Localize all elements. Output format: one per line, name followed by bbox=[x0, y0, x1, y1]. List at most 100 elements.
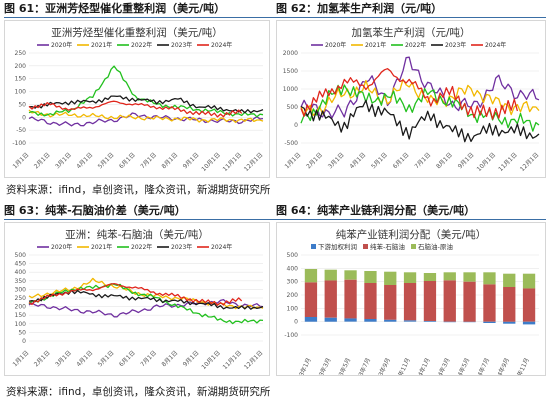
y-tick-label: 200 bbox=[287, 292, 299, 299]
bar-纯苯-石脑油 bbox=[503, 287, 516, 322]
bar-下游加权利润 bbox=[364, 319, 377, 322]
bar-下游加权利润 bbox=[483, 321, 496, 323]
y-tick-label: 200 bbox=[15, 63, 27, 70]
x-tick-label: 2023年9月 bbox=[372, 356, 392, 375]
x-tick-label: 12月1日 bbox=[243, 349, 265, 371]
figure-62-title: 图 62：加氢苯生产利润（元/吨） bbox=[276, 2, 443, 15]
series-line-2022年 bbox=[300, 84, 540, 132]
chart-panel-benzene-naphtha-spread: 亚洲：纯苯-石脑油（美元/吨） 2020年 2021年 2022年 2023年 2024年… bbox=[4, 222, 270, 376]
series-line-2021年 bbox=[28, 109, 264, 124]
x-tick-label: 1月1日 bbox=[12, 349, 31, 368]
y-tick-label: 500 bbox=[15, 252, 27, 259]
series-line-2023年 bbox=[28, 95, 264, 114]
bar-石脑油-原油 bbox=[384, 271, 397, 285]
legend-label: 2023年 bbox=[445, 41, 466, 49]
series-line-2022年 bbox=[28, 283, 264, 325]
y-tick-label: 100 bbox=[15, 321, 27, 328]
x-tick-label: 2023年1月 bbox=[292, 356, 312, 375]
y-tick-label: 200 bbox=[15, 304, 27, 311]
legend-label: 2023年 bbox=[171, 41, 192, 49]
bar-石脑油-原油 bbox=[344, 270, 357, 280]
x-tick-label: 2024年1月 bbox=[411, 356, 431, 375]
legend-label: 2021年 bbox=[91, 243, 112, 251]
bar-下游加权利润 bbox=[423, 321, 437, 322]
source-note-top: 资料来源：ifind，卓创资讯，隆众资讯，新湖期货研究所 bbox=[6, 184, 271, 196]
x-tick-label: 8月1日 bbox=[160, 349, 179, 368]
y-tick-label: 400 bbox=[15, 269, 27, 276]
chart-panel-hydro-benzene-profit: 加氢苯生产利润（元/吨） 2020年 2021年 2022年 2023年 2024年 -50… bbox=[276, 20, 546, 178]
bar-纯苯-石脑油 bbox=[483, 284, 496, 322]
x-tick-label: 6月1日 bbox=[118, 151, 137, 170]
figure-61-title: 图 61：亚洲芳烃型催化重整利润（美元/吨） bbox=[4, 2, 226, 15]
bar-石脑油-原油 bbox=[423, 273, 437, 281]
x-tick-label: 7月1日 bbox=[139, 151, 158, 170]
legend-label: 2023年 bbox=[171, 243, 192, 251]
legend-label: 2021年 bbox=[91, 41, 112, 49]
y-tick-label: 0 bbox=[22, 114, 26, 121]
x-tick-label: 2023年11月 bbox=[390, 356, 412, 375]
chart-panel-reforming-profit: 亚洲芳烃型催化重整利润（美元/吨） 2020年 2021年 2022年 2023年 202… bbox=[4, 20, 270, 178]
bar-下游加权利润 bbox=[463, 321, 476, 323]
y-tick-label: 0 bbox=[294, 122, 298, 129]
bar-下游加权利润 bbox=[344, 318, 357, 322]
x-tick-label: 2023年7月 bbox=[352, 356, 372, 375]
y-tick-label: 250 bbox=[15, 295, 27, 302]
y-tick-label: 300 bbox=[15, 286, 27, 293]
bar-下游加权利润 bbox=[443, 321, 456, 323]
x-tick-label: 6月1日 bbox=[118, 349, 137, 368]
profit-distribution-chart: 纯苯产业链利润分配（美元/吨）下游加权利润 纯苯-石脑油 石脑油-原油 -100 0 10… bbox=[284, 228, 539, 375]
bar-下游加权利润 bbox=[522, 321, 536, 325]
y-tick-label: 1000 bbox=[283, 86, 298, 93]
chart-title: 纯苯产业链利润分配（美元/吨） bbox=[336, 228, 487, 241]
x-tick-label: 2024年5月 bbox=[451, 356, 471, 375]
series-line-2022年 bbox=[28, 65, 264, 118]
x-tick-label: 7月1日 bbox=[139, 349, 158, 368]
bar-石脑油-原油 bbox=[463, 272, 476, 282]
x-tick-label: 11月1日 bbox=[497, 151, 519, 173]
legend-label: 纯苯-石脑油 bbox=[370, 242, 405, 251]
bar-下游加权利润 bbox=[403, 320, 417, 322]
x-tick-label: 8月1日 bbox=[435, 151, 454, 170]
y-tick-label: 150 bbox=[15, 312, 27, 319]
y-tick-label: -500 bbox=[284, 140, 298, 147]
x-tick-label: 2023年3月 bbox=[312, 356, 332, 375]
x-tick-label: 1月1日 bbox=[284, 151, 303, 170]
y-tick-label: -100 bbox=[12, 140, 26, 147]
figure-title-rule bbox=[4, 17, 546, 18]
x-tick-label: 3月1日 bbox=[54, 151, 73, 170]
x-tick-label: 2024年9月 bbox=[491, 356, 511, 375]
bar-石脑油-原油 bbox=[403, 272, 417, 283]
bar-下游加权利润 bbox=[304, 317, 318, 322]
bar-石脑油-原油 bbox=[364, 271, 377, 283]
bar-纯苯-石脑油 bbox=[423, 281, 437, 321]
x-tick-label: 10月1日 bbox=[476, 151, 498, 173]
x-tick-label: 5月1日 bbox=[370, 151, 389, 170]
x-tick-label: 11月1日 bbox=[222, 349, 244, 371]
bar-纯苯-石脑油 bbox=[344, 279, 357, 319]
bar-纯苯-石脑油 bbox=[522, 288, 536, 322]
x-tick-label: 9月1日 bbox=[457, 151, 476, 170]
series-line-2024年 bbox=[300, 68, 519, 120]
y-tick-label: 350 bbox=[15, 278, 27, 285]
bar-纯苯-石脑油 bbox=[324, 280, 337, 318]
series-line-2024年 bbox=[28, 282, 243, 306]
y-tick-label: 50 bbox=[18, 329, 26, 336]
y-tick-label: 300 bbox=[287, 279, 299, 286]
legend-label: 2022年 bbox=[405, 41, 426, 49]
bar-纯苯-石脑油 bbox=[443, 280, 456, 322]
y-tick-label: 2000 bbox=[283, 50, 298, 57]
series-line-2023年 bbox=[28, 289, 264, 310]
x-tick-label: 2月1日 bbox=[33, 349, 52, 368]
x-tick-label: 12月1日 bbox=[243, 151, 265, 173]
chart-panel-profit-distribution: 纯苯产业链利润分配（美元/吨） 下游加权利润 纯苯-石脑油 石脑油-原油 -100 0 10… bbox=[276, 222, 546, 376]
legend-label: 2021年 bbox=[365, 41, 386, 49]
bar-下游加权利润 bbox=[503, 321, 516, 324]
series-line-2020年 bbox=[300, 56, 540, 119]
figure-title-rule-bottom bbox=[4, 219, 546, 220]
y-tick-label: -100 bbox=[284, 332, 298, 339]
bar-石脑油-原油 bbox=[304, 269, 318, 283]
bar-纯苯-石脑油 bbox=[304, 282, 318, 317]
x-tick-label: 10月1日 bbox=[200, 349, 222, 371]
x-tick-label: 3月1日 bbox=[327, 151, 346, 170]
legend-swatch bbox=[411, 244, 416, 249]
